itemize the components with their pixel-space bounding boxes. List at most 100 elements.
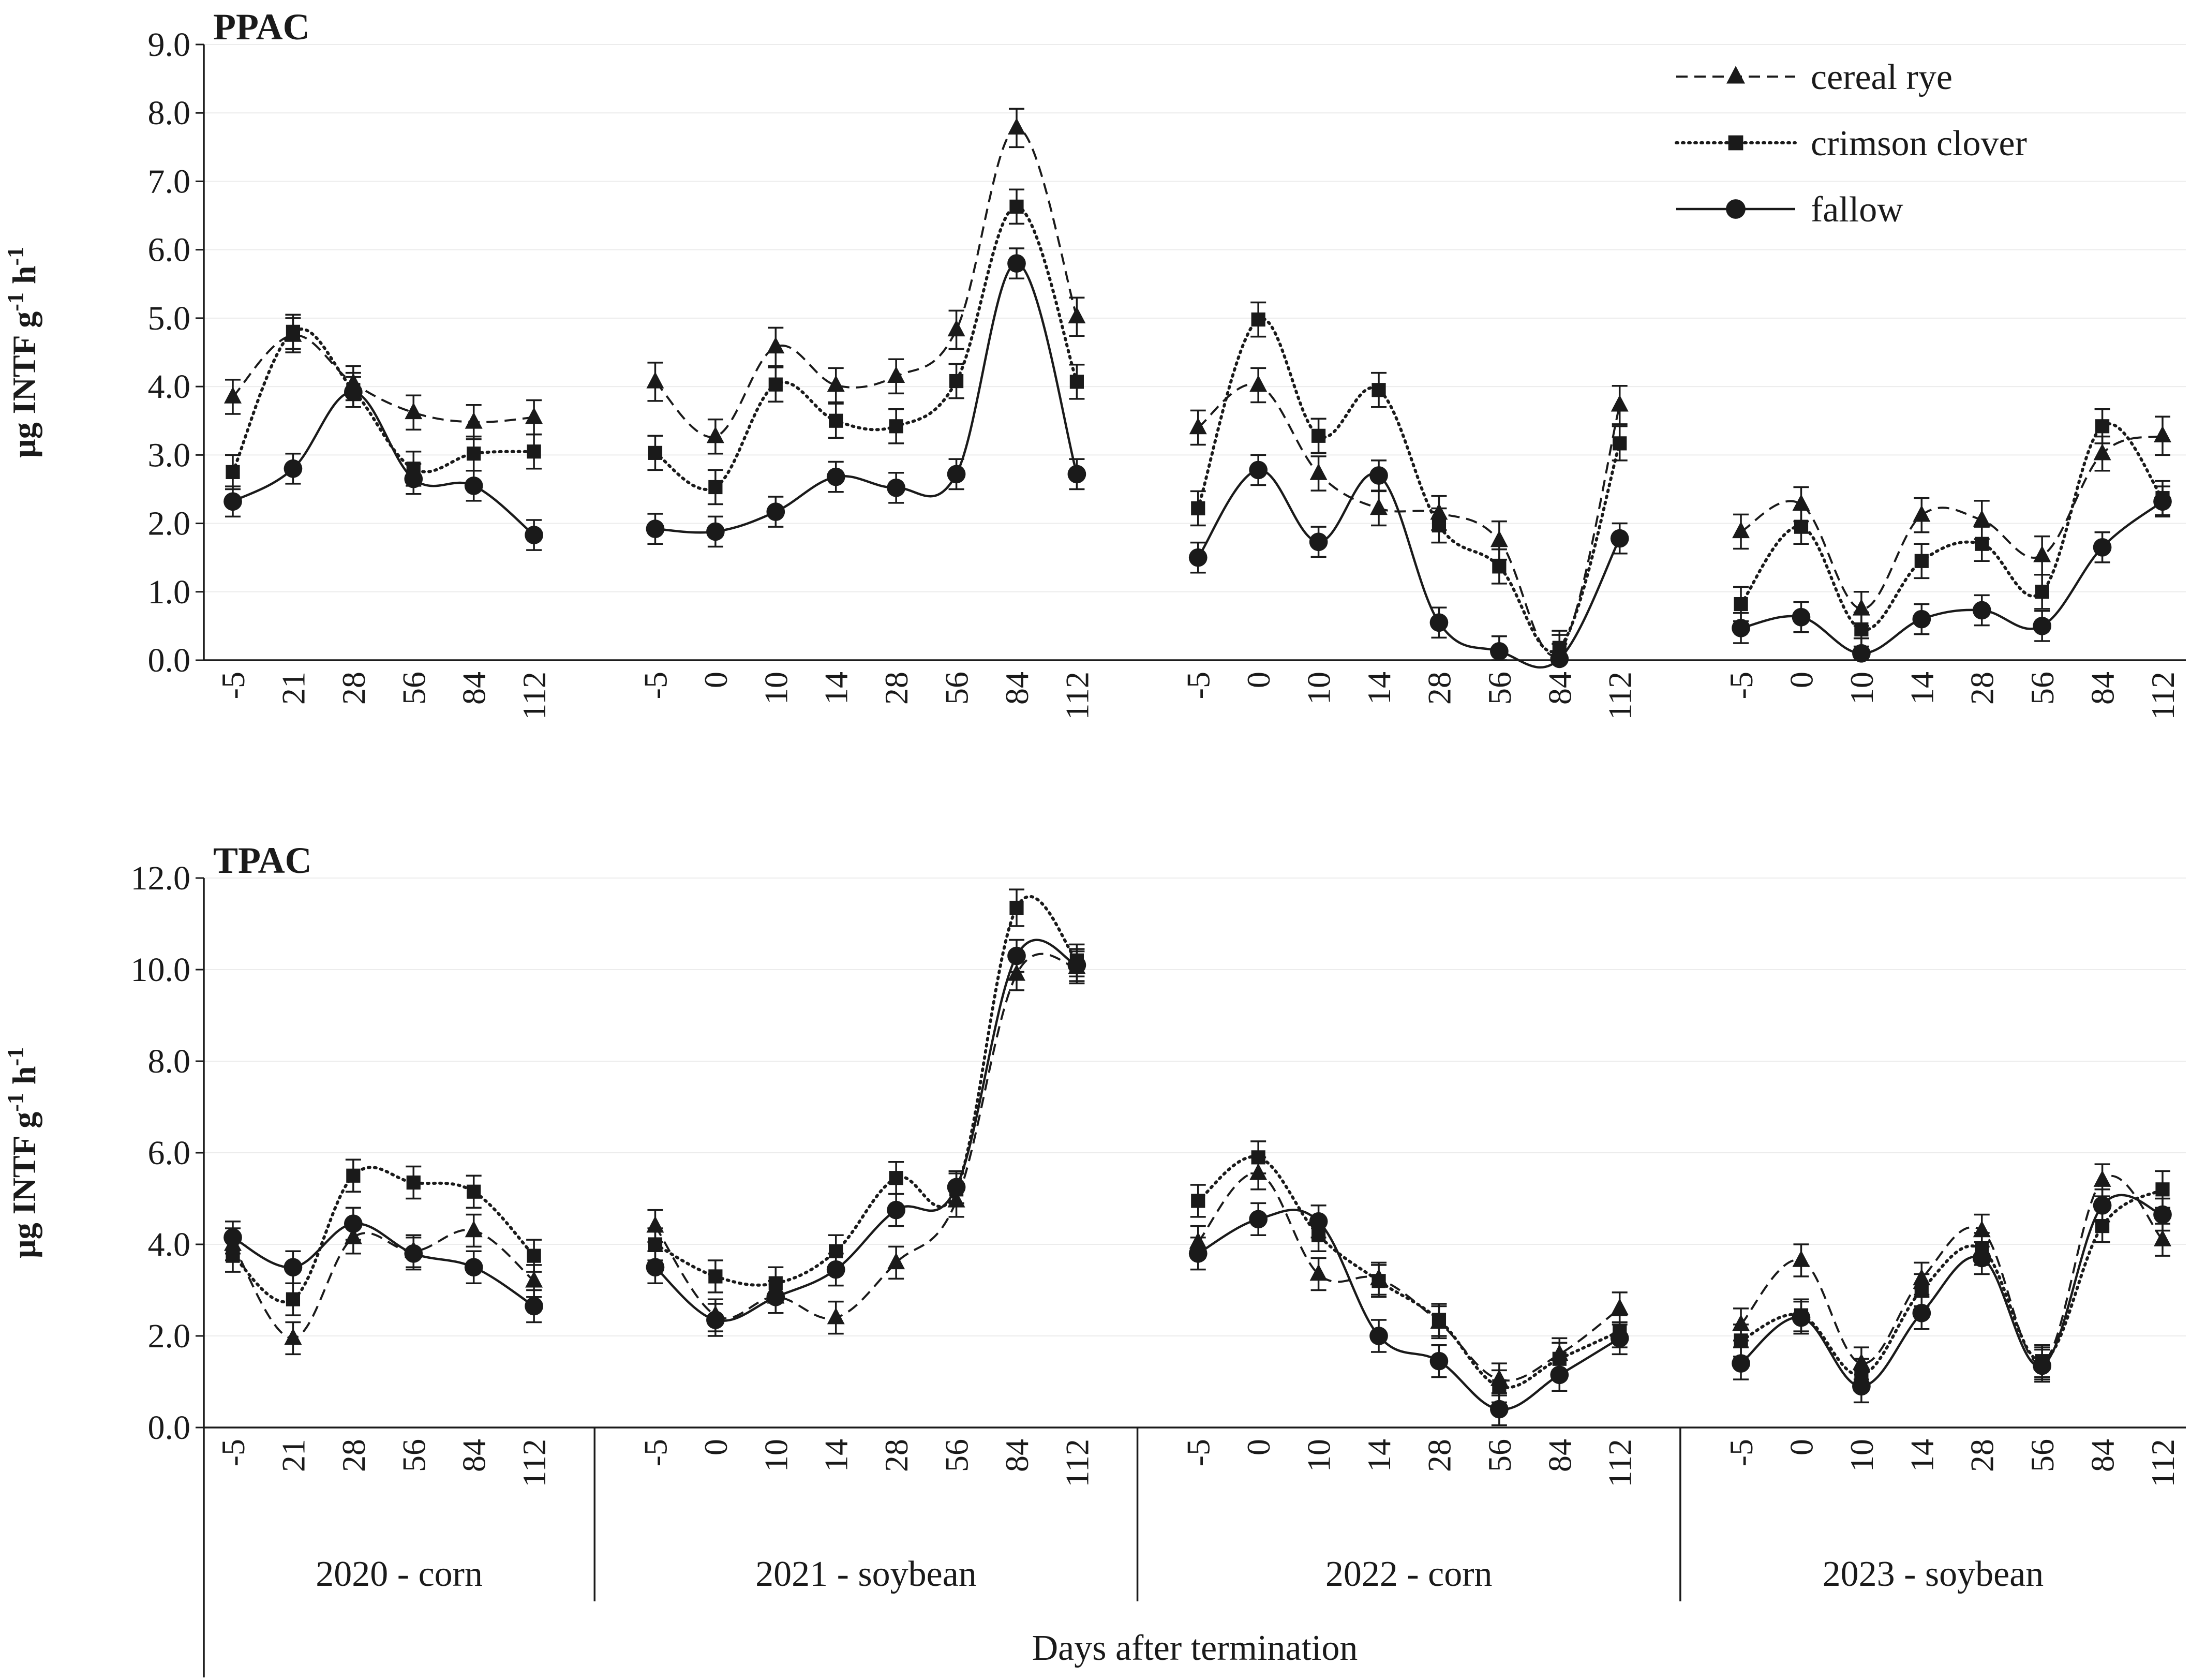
group-label: 2022 - corn: [1325, 1554, 1493, 1594]
x-tick-label: 84: [1541, 1439, 1578, 1472]
y-tick-label: 6.0: [148, 1134, 191, 1172]
data-point: [465, 1220, 483, 1238]
data-point: [887, 478, 905, 497]
x-tick-label: 56: [938, 1439, 975, 1472]
x-tick-label: 14: [1361, 1439, 1397, 1472]
data-point: [1854, 622, 1869, 637]
x-tick-label: 10: [1843, 1439, 1880, 1472]
data-point: [2035, 585, 2049, 599]
data-point: [1912, 1303, 1931, 1322]
x-tick-label: 56: [1481, 1439, 1518, 1472]
data-point: [947, 1178, 966, 1197]
data-point: [1309, 1263, 1328, 1281]
series-line: [231, 1166, 536, 1304]
series-cereal-rye: [224, 108, 2171, 661]
data-point: [464, 476, 483, 495]
y-tick-label: 4.0: [148, 1226, 191, 1263]
x-tick-label: 10: [757, 1439, 794, 1472]
y-axis-label: µg INTF g-1 h-1: [3, 1047, 43, 1258]
data-point: [829, 413, 843, 428]
y-tick-label: 0.0: [148, 642, 191, 679]
y-tick-label: 6.0: [148, 231, 191, 269]
x-tick-label: 28: [1421, 672, 1457, 705]
data-point: [284, 1328, 302, 1345]
x-tick-label: -5: [1723, 1439, 1760, 1466]
data-point: [1794, 519, 1809, 534]
series-cereal-rye: [224, 950, 2171, 1396]
data-point: [648, 445, 663, 460]
series-line: [232, 334, 534, 424]
data-point: [827, 1307, 845, 1325]
data-point: [1852, 1377, 1871, 1396]
x-tick-label: 14: [818, 672, 855, 705]
data-point: [1188, 548, 1208, 567]
x-tick-label: 0: [1783, 672, 1820, 688]
data-point: [646, 371, 664, 389]
x-tick-label: 112: [1059, 1439, 1095, 1488]
x-tick-label: 10: [1843, 672, 1880, 705]
data-point: [1429, 613, 1449, 632]
data-point: [708, 1269, 723, 1284]
legend-marker: [1726, 199, 1746, 219]
data-point: [1613, 436, 1627, 451]
data-point: [1972, 601, 1991, 620]
x-tick-label: 28: [878, 672, 915, 705]
data-point: [406, 1175, 421, 1190]
data-point: [525, 1271, 543, 1288]
y-tick-label: 12.0: [131, 859, 191, 897]
data-point: [887, 1200, 905, 1220]
x-tick-label: 112: [516, 672, 553, 720]
data-point: [2154, 1229, 2171, 1246]
legend-label: cereal rye: [1811, 57, 1952, 97]
x-tick-label: 56: [938, 672, 975, 705]
series-line: [232, 1222, 535, 1307]
data-point: [708, 480, 723, 495]
data-point: [1611, 1298, 1629, 1315]
data-point: [889, 1171, 903, 1185]
x-category-axis: 2020 - corn 2021 - soybean 2022 - corn 2023…: [203, 1428, 2044, 1677]
x-tick-label: 14: [1903, 1439, 1940, 1472]
data-point: [1249, 460, 1268, 480]
data-point: [226, 465, 240, 479]
data-point: [887, 1252, 905, 1270]
x-tick-label: 84: [998, 1439, 1035, 1472]
x-tick-label: 28: [878, 1439, 915, 1472]
data-point: [1369, 466, 1388, 485]
x-tick-label: 0: [697, 672, 734, 688]
data-point: [286, 324, 301, 339]
data-point: [2093, 1196, 2112, 1215]
y-tick-label: 2.0: [148, 1317, 191, 1355]
series-crimson-clover: [225, 188, 2170, 661]
data-point: [706, 426, 724, 443]
series-line: [1196, 1155, 1621, 1389]
data-point: [887, 366, 905, 383]
group-label: 2021 - soybean: [755, 1554, 977, 1594]
x-tick-label: 56: [1481, 672, 1518, 705]
series-line: [1740, 1174, 2164, 1365]
x-tick-label: 14: [1361, 672, 1397, 705]
x-tick-label: 0: [1240, 672, 1277, 688]
series-line: [232, 391, 535, 536]
data-point: [1009, 199, 1024, 214]
x-tick-label: 112: [1602, 672, 1638, 720]
x-axis-label: Days after termination: [1032, 1628, 1358, 1668]
data-point: [1490, 642, 1509, 661]
x-tick-label: 84: [2084, 1439, 2121, 1472]
x-tick-label: 28: [335, 1439, 372, 1472]
data-point: [465, 412, 483, 429]
data-point: [767, 336, 785, 354]
data-point: [527, 444, 541, 459]
data-point: [1490, 530, 1508, 547]
data-point: [286, 1292, 301, 1306]
data-point: [1251, 312, 1265, 327]
panel-ppac: 0.0 1.0 2.0 3.0 4.0 5.0 6.0 7.0 8.0 9.0 PPAC µg INT…: [3, 6, 2186, 720]
series-line: [655, 262, 1078, 534]
x-tick-label: 14: [1903, 672, 1940, 705]
x-tick-label: -5: [1180, 672, 1217, 699]
data-point: [1852, 644, 1871, 663]
series-fallow: [223, 939, 2172, 1426]
series-line: [654, 939, 1078, 1322]
data-point: [1611, 395, 1629, 412]
data-point: [1007, 254, 1026, 273]
